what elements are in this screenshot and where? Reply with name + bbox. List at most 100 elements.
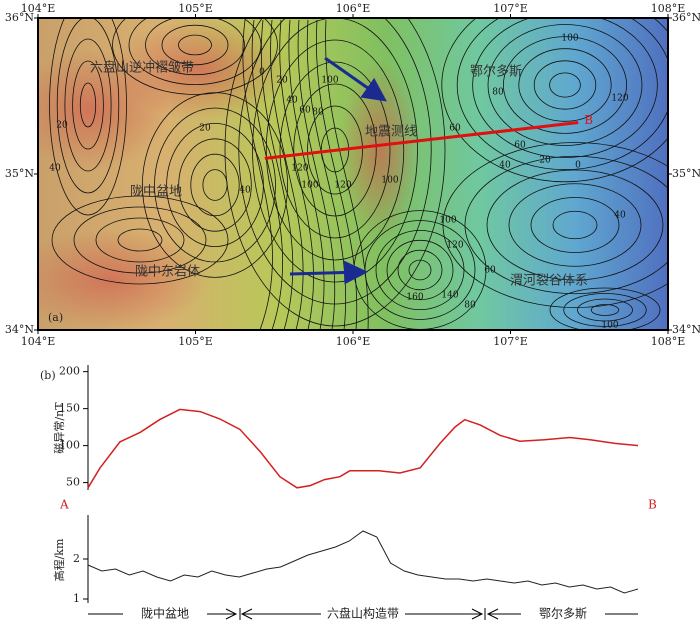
arrow <box>289 260 368 285</box>
contour-line <box>487 24 643 146</box>
contour-line <box>279 61 391 239</box>
contour-label: 0 <box>575 161 581 171</box>
contour-line <box>49 18 127 216</box>
contour-line <box>72 60 104 150</box>
contour-label: 20 <box>199 124 211 134</box>
contour-label: 80 <box>312 108 324 118</box>
contour-line <box>190 153 240 217</box>
contour-line <box>518 48 612 122</box>
y-tick-label: 36°N <box>5 11 34 24</box>
contour-line <box>442 142 668 308</box>
y-axis-label: 磁异常/nT <box>53 402 66 454</box>
contour-line <box>549 72 581 98</box>
contour-label: 40 <box>614 211 626 221</box>
contour-label: 100 <box>439 216 456 226</box>
contour-line <box>533 60 597 110</box>
relief <box>38 230 210 330</box>
y-tick-label: 34°N <box>672 323 700 336</box>
contour-label: 40 <box>49 164 61 174</box>
contour-line <box>178 34 212 56</box>
contour-label: 20 <box>56 121 68 131</box>
segment-label: 六盘山构造带 <box>327 606 399 621</box>
x-tick-label: 108°E <box>651 2 686 15</box>
contour-line <box>456 18 668 171</box>
x-tick-label: 104°E <box>21 335 56 348</box>
contour-label: 20 <box>539 156 551 166</box>
contour-line <box>178 138 252 232</box>
contour-line <box>315 19 358 330</box>
contour-line <box>297 19 336 330</box>
contour-line <box>397 249 443 291</box>
contour-label: 60 <box>484 266 496 276</box>
x-tick-label: 105°E <box>178 335 213 348</box>
contour-label: 160 <box>406 293 423 303</box>
arrow-head <box>225 608 238 620</box>
y-tick-label: 100 <box>59 439 80 452</box>
y-tick-label: 35°N <box>672 167 700 180</box>
y-tick-label: 36°N <box>672 11 700 24</box>
contour-label: 120 <box>334 181 351 191</box>
x-tick-label: 106°E <box>336 2 371 15</box>
contour-label: 120 <box>446 241 463 251</box>
contour-line <box>288 19 325 330</box>
contour-label: 120 <box>291 164 308 174</box>
contour-label: 0 <box>259 68 265 78</box>
panel-label: (b) <box>40 369 56 382</box>
y-tick-label: 200 <box>59 365 80 378</box>
contour-line <box>508 183 642 267</box>
profile-curve <box>87 530 639 594</box>
contour-line <box>464 155 668 295</box>
contour-line <box>306 19 347 330</box>
region-label: 地震测线 <box>365 125 417 140</box>
region-label: 陇中东岩体 <box>135 265 200 280</box>
y-tick-label: 50 <box>66 476 80 489</box>
arrow-head <box>471 608 484 620</box>
contour-line <box>56 18 120 194</box>
region-label: 渭河裂谷体系 <box>510 274 588 289</box>
panel-label: (a) <box>48 311 63 324</box>
contour-label: 60 <box>299 106 311 116</box>
x-tick-label: 104°E <box>21 2 56 15</box>
contour-line <box>530 197 620 253</box>
segment-label-bg <box>123 606 207 622</box>
contour-line <box>265 39 405 261</box>
segment-label-bg <box>521 606 605 622</box>
contour-line <box>79 82 97 128</box>
contour-line <box>141 92 288 278</box>
contour-line <box>577 298 633 322</box>
contour-label: 100 <box>321 76 338 86</box>
contour-label: 80 <box>492 88 504 98</box>
contour-line <box>408 259 432 281</box>
contour-line <box>386 239 454 301</box>
contour-line <box>73 206 207 274</box>
contour-label: 40 <box>499 161 511 171</box>
contour-line <box>325 19 369 330</box>
profile-line <box>264 121 579 160</box>
profile-end-label: B <box>584 113 593 127</box>
contour-line <box>549 287 661 330</box>
contour-line <box>279 19 314 330</box>
contour-line <box>145 18 245 76</box>
contour-line <box>293 83 377 217</box>
contour-line <box>307 105 363 195</box>
start-label: A <box>59 498 69 512</box>
contour-label: 60 <box>514 141 526 151</box>
contour-label: 140 <box>441 291 458 301</box>
x-tick-label: 105°E <box>178 2 213 15</box>
contour-label: 60 <box>449 124 461 134</box>
end-label: B <box>648 498 657 512</box>
contour-line <box>242 19 273 330</box>
contour-line <box>486 169 664 281</box>
contour-label: 20 <box>276 76 288 86</box>
x-tick-label: 107°E <box>493 335 528 348</box>
contour-label: 100 <box>381 176 398 186</box>
contour-label: 100 <box>601 321 618 331</box>
contour-line <box>224 18 446 327</box>
y-tick-label: 35°N <box>5 167 34 180</box>
contour-line <box>238 18 432 305</box>
profile-curve <box>87 408 639 489</box>
contour-line <box>51 195 229 285</box>
contour-line <box>552 210 598 240</box>
contour-line <box>270 19 304 330</box>
y-tick-label: 150 <box>59 402 80 415</box>
